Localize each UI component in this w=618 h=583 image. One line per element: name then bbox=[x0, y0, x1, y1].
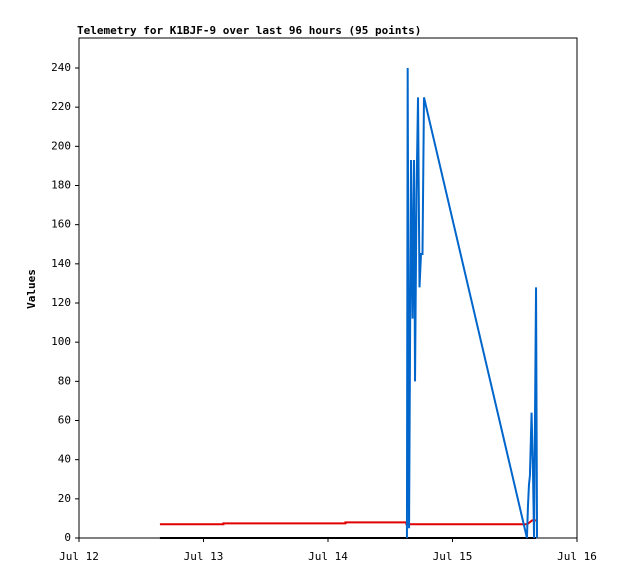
y-tick-label: 60 bbox=[58, 414, 71, 427]
chart-title: Telemetry for K1BJF-9 over last 96 hours… bbox=[77, 24, 421, 37]
y-tick-label: 220 bbox=[51, 100, 71, 113]
y-tick-label: 140 bbox=[51, 257, 71, 270]
y-tick-label: 160 bbox=[51, 218, 71, 231]
x-tick-label: Jul 14 bbox=[308, 550, 348, 563]
y-tick-label: 80 bbox=[58, 374, 71, 387]
y-tick-label: 100 bbox=[51, 335, 71, 348]
y-tick-label: 0 bbox=[64, 531, 71, 544]
x-tick-label: Jul 12 bbox=[59, 550, 99, 563]
x-tick-label: Jul 13 bbox=[184, 550, 224, 563]
y-tick-label: 20 bbox=[58, 492, 71, 505]
y-tick-label: 200 bbox=[51, 139, 71, 152]
y-tick-label: 120 bbox=[51, 296, 71, 309]
plot-frame bbox=[78, 37, 578, 539]
x-tick-label: Jul 16 bbox=[557, 550, 597, 563]
y-tick-label: 40 bbox=[58, 453, 71, 466]
y-tick-label: 240 bbox=[51, 61, 71, 74]
y-tick-label: 180 bbox=[51, 179, 71, 192]
x-tick-label: Jul 15 bbox=[433, 550, 473, 563]
series-line bbox=[159, 519, 536, 526]
series-line bbox=[405, 67, 539, 539]
y-axis-label: Values bbox=[25, 269, 38, 309]
